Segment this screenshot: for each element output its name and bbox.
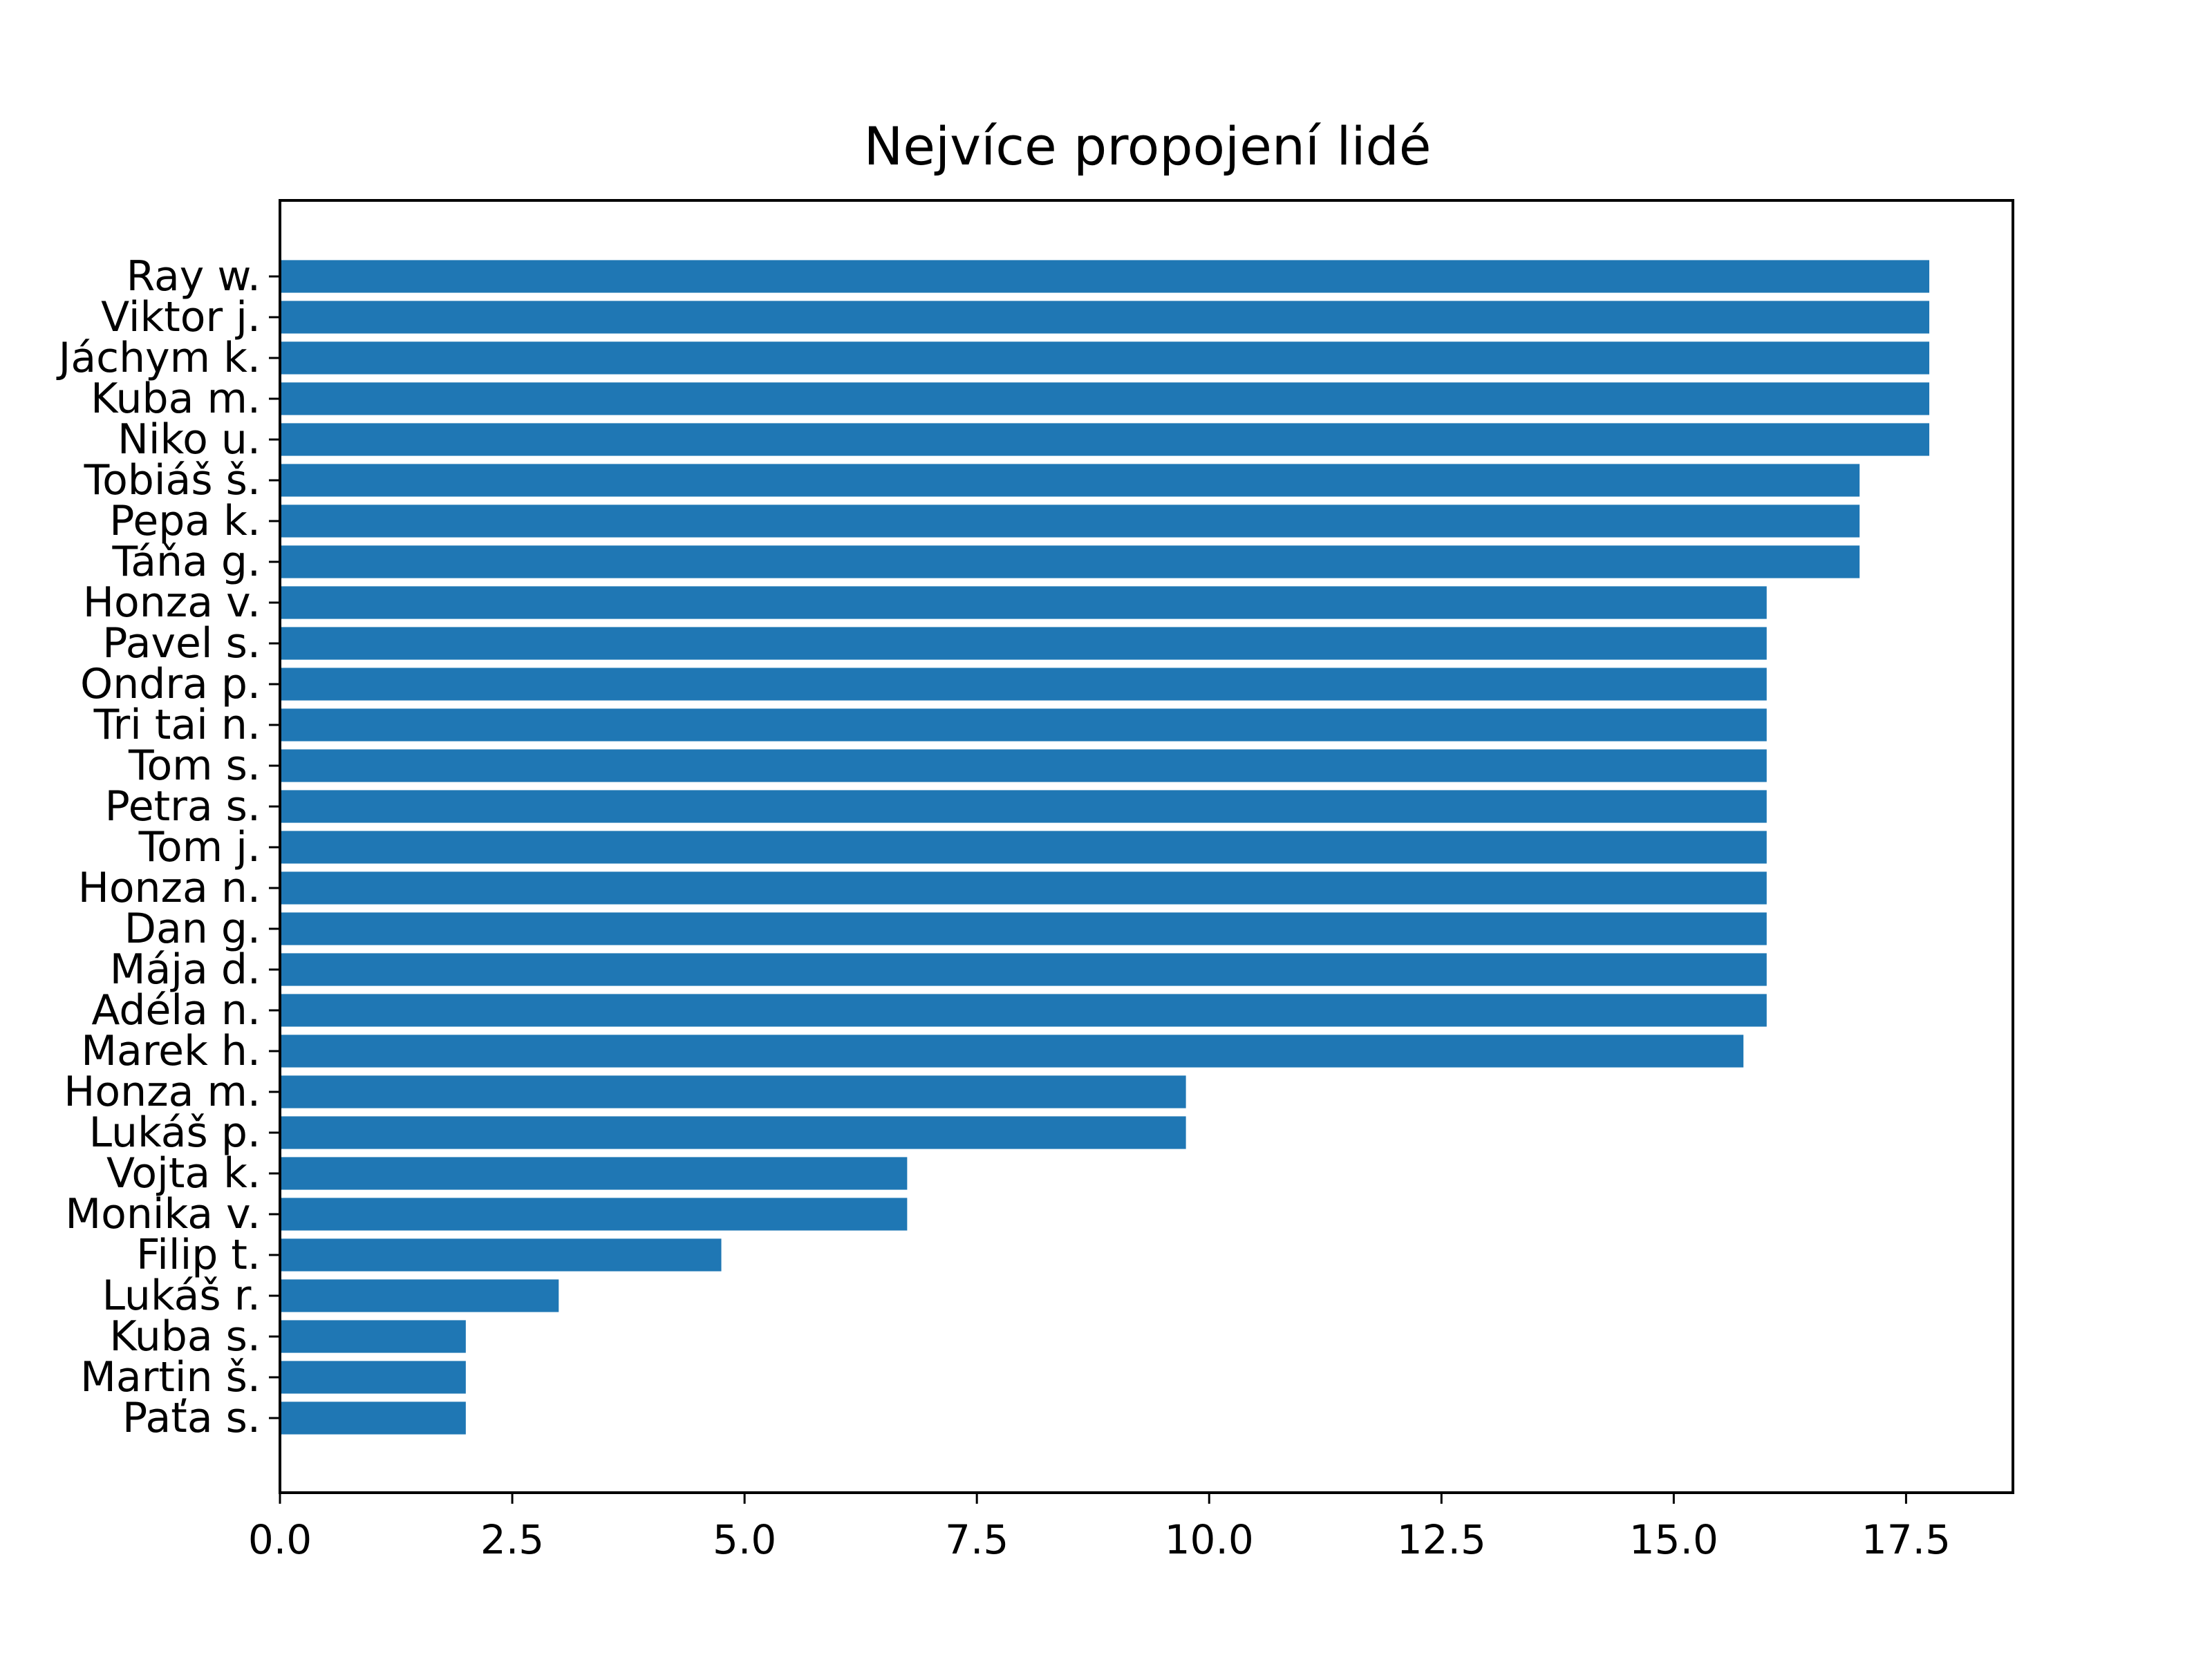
y-tick-label: Lukáš r. bbox=[102, 1272, 261, 1320]
y-tick-label: Tri tai n. bbox=[93, 701, 261, 749]
y-tick-label: Niko u. bbox=[118, 415, 261, 464]
bar-24 bbox=[280, 1238, 722, 1272]
y-tick-label: Tobiáš š. bbox=[84, 456, 261, 504]
bar-16 bbox=[280, 912, 1767, 945]
y-tick-label: Viktor j. bbox=[101, 293, 261, 341]
y-tick-label: Pepa k. bbox=[109, 497, 261, 545]
y-tick-label: Dan g. bbox=[124, 905, 261, 953]
y-tick-label: Ondra p. bbox=[80, 660, 261, 708]
plot-frame bbox=[279, 199, 2014, 1494]
bar-8 bbox=[280, 586, 1767, 619]
x-tick-label: 7.5 bbox=[945, 1516, 1009, 1563]
y-tick-label: Petra s. bbox=[105, 782, 261, 831]
bar-9 bbox=[280, 627, 1767, 660]
y-tick-label: Paťa s. bbox=[122, 1394, 261, 1442]
y-axis-ticks: Ray w.Viktor j.Jáchym k.Kuba m.Niko u.To… bbox=[56, 252, 280, 1442]
bar-6 bbox=[280, 504, 1860, 538]
bar-15 bbox=[280, 871, 1767, 905]
bar-3 bbox=[280, 382, 1930, 415]
bar-22 bbox=[280, 1157, 908, 1190]
x-tick-label: 15.0 bbox=[1629, 1516, 1718, 1563]
y-tick-label: Martin š. bbox=[80, 1353, 261, 1401]
bars-layer bbox=[280, 260, 1930, 1435]
y-tick-label: Jáchym k. bbox=[56, 334, 261, 382]
bar-25 bbox=[280, 1279, 559, 1312]
bar-4 bbox=[280, 423, 1930, 456]
y-tick-label: Adéla n. bbox=[91, 986, 261, 1035]
y-tick-label: Mája d. bbox=[110, 945, 261, 994]
y-tick-label: Tom s. bbox=[128, 742, 261, 790]
y-tick-label: Honza n. bbox=[78, 864, 261, 912]
bar-19 bbox=[280, 1035, 1744, 1068]
y-tick-label: Lukáš p. bbox=[89, 1108, 261, 1157]
y-tick-label: Pavel s. bbox=[102, 619, 261, 668]
y-tick-label: Tom j. bbox=[138, 823, 261, 871]
x-tick-label: 0.0 bbox=[248, 1516, 312, 1563]
bar-17 bbox=[280, 953, 1767, 986]
bar-21 bbox=[280, 1116, 1186, 1149]
bar-7 bbox=[280, 545, 1860, 578]
y-tick-label: Honza v. bbox=[83, 578, 261, 627]
x-tick-label: 12.5 bbox=[1397, 1516, 1486, 1563]
chart-title: Nejvíce propojení lidé bbox=[863, 115, 1431, 177]
bar-20 bbox=[280, 1075, 1186, 1108]
bar-0 bbox=[280, 260, 1930, 293]
y-tick-label: Ray w. bbox=[126, 252, 261, 301]
x-axis-ticks: 0.0 2.5 5.0 7.5 10.0 12.5 15.0 17.5 bbox=[248, 1493, 1951, 1563]
bar-23 bbox=[280, 1198, 908, 1231]
bar-12 bbox=[280, 749, 1767, 782]
y-tick-label: Honza m. bbox=[64, 1068, 261, 1116]
y-tick-label: Monika v. bbox=[65, 1190, 261, 1238]
x-tick-label: 17.5 bbox=[1862, 1516, 1951, 1563]
y-tick-label: Marek h. bbox=[81, 1027, 261, 1075]
y-tick-label: Kuba s. bbox=[109, 1312, 261, 1361]
bar-10 bbox=[280, 668, 1767, 701]
bar-18 bbox=[280, 994, 1767, 1027]
bar-28 bbox=[280, 1401, 466, 1435]
y-tick-label: Filip t. bbox=[136, 1231, 261, 1279]
x-tick-label: 5.0 bbox=[713, 1516, 776, 1563]
x-tick-label: 2.5 bbox=[480, 1516, 544, 1563]
bar-14 bbox=[280, 831, 1767, 864]
y-tick-label: Táňa g. bbox=[111, 538, 261, 586]
bar-1 bbox=[280, 301, 1930, 334]
bar-11 bbox=[280, 708, 1767, 742]
bar-26 bbox=[280, 1320, 466, 1353]
bar-5 bbox=[280, 464, 1860, 497]
bar-2 bbox=[280, 341, 1930, 375]
y-tick-label: Vojta k. bbox=[106, 1149, 261, 1198]
x-tick-label: 10.0 bbox=[1165, 1516, 1254, 1563]
y-tick-label: Kuba m. bbox=[91, 375, 261, 423]
bar-27 bbox=[280, 1361, 466, 1394]
bar-13 bbox=[280, 790, 1767, 823]
